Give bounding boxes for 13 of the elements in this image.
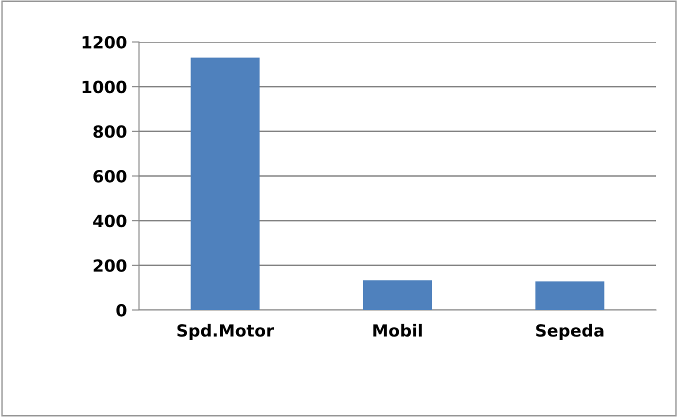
x-tick-label: Spd.Motor (177, 324, 274, 340)
y-tick-label: 800 (93, 125, 126, 138)
bar (190, 58, 260, 310)
y-tick-label: 0 (116, 304, 126, 317)
bar (363, 280, 432, 310)
bar (535, 281, 604, 310)
y-tick-label: 600 (93, 170, 126, 183)
x-tick-label: Sepeda (536, 324, 604, 340)
y-tick-label: 1200 (82, 36, 126, 49)
x-tick-label: Mobil (373, 324, 422, 337)
y-tick-label: 1000 (82, 80, 126, 94)
y-tick-label: 400 (93, 214, 126, 228)
y-tick-label: 200 (94, 259, 126, 272)
